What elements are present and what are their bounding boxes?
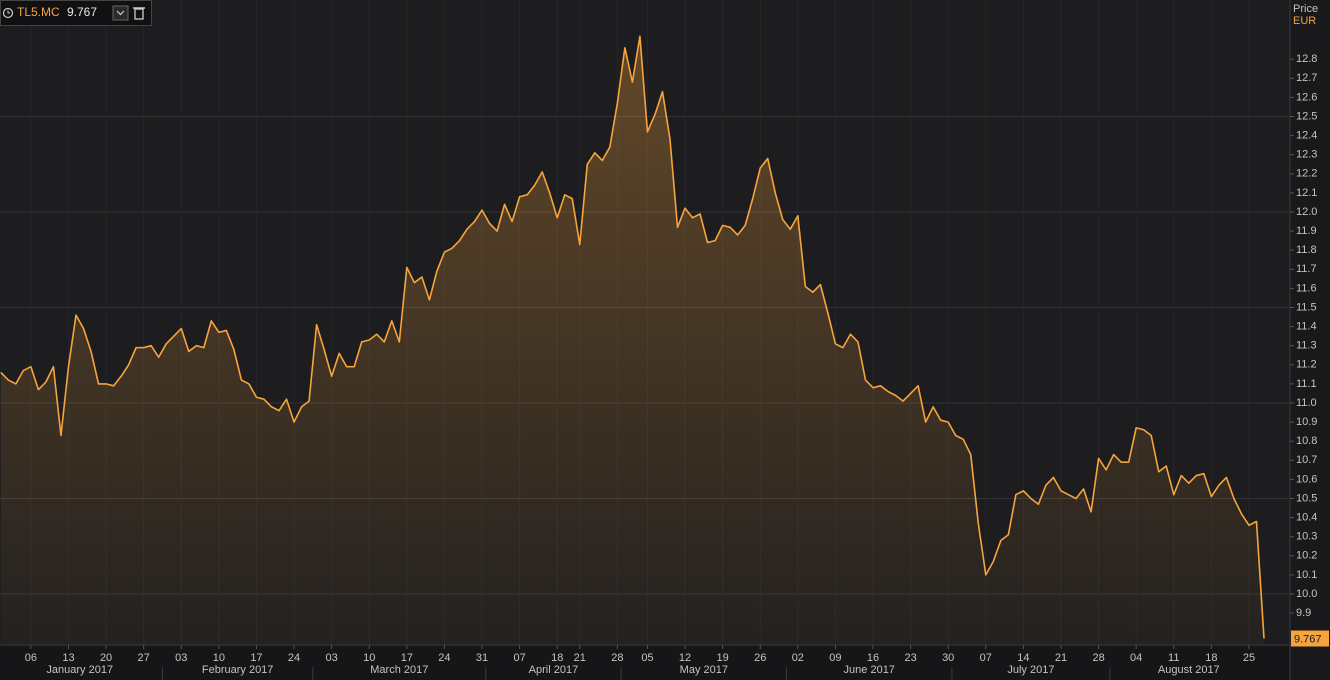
x-tick-label: 10 xyxy=(213,652,225,664)
y-tick-label: 12.4 xyxy=(1296,130,1317,142)
y-tick-label: 11.4 xyxy=(1296,321,1317,333)
y-tick-label: 10.4 xyxy=(1296,512,1317,524)
y-tick-label: 11.6 xyxy=(1296,282,1317,294)
month-label: February 2017 xyxy=(202,664,274,676)
x-tick-label: 18 xyxy=(551,652,563,664)
area xyxy=(0,36,1264,646)
x-tick-label: 13 xyxy=(62,652,74,664)
x-tick-label: 26 xyxy=(754,652,766,664)
x-tick-label: 03 xyxy=(326,652,338,664)
last-value-label: 9.767 xyxy=(1294,633,1322,645)
y-tick-label: 12.7 xyxy=(1296,72,1317,84)
x-tick-label: 07 xyxy=(980,652,992,664)
y-tick-label: 11.7 xyxy=(1296,263,1317,275)
y-tick-label: 11.1 xyxy=(1296,378,1317,390)
y-tick-label: 10.2 xyxy=(1296,550,1317,562)
y-tick-label: 11.0 xyxy=(1296,397,1317,409)
y-tick-label: 12.2 xyxy=(1296,168,1317,180)
last-value: 9.767 xyxy=(67,5,97,19)
y-tick-label: 12.6 xyxy=(1296,91,1317,103)
y-tick-label: 11.2 xyxy=(1296,359,1317,371)
x-tick-label: 09 xyxy=(829,652,841,664)
y-tick-label: 10.1 xyxy=(1296,569,1317,581)
x-tick-label: 17 xyxy=(401,652,413,664)
x-tick-label: 25 xyxy=(1243,652,1255,664)
y-tick-label: 12.3 xyxy=(1296,149,1317,161)
x-tick-label: 21 xyxy=(574,652,586,664)
x-tick-label: 05 xyxy=(641,652,653,664)
x-tick-label: 28 xyxy=(611,652,623,664)
x-tick-label: 20 xyxy=(100,652,112,664)
y-tick-label: 12.8 xyxy=(1296,53,1317,65)
x-tick-label: 12 xyxy=(679,652,691,664)
y-tick-label: 10.7 xyxy=(1296,454,1317,466)
y-tick-label: 10.0 xyxy=(1296,588,1317,600)
month-label: June 2017 xyxy=(844,664,895,676)
y-tick-label: 10.9 xyxy=(1296,416,1317,428)
month-label: May 2017 xyxy=(680,664,728,676)
x-axis-background xyxy=(0,645,1290,680)
x-tick-label: 11 xyxy=(1168,652,1179,664)
legend-box: TL5.MC 9.767 xyxy=(0,0,152,26)
y-tick-label: 10.5 xyxy=(1296,492,1317,504)
currency-label: EUR xyxy=(1293,15,1316,27)
x-tick-label: 30 xyxy=(942,652,954,664)
x-tick-label: 27 xyxy=(138,652,150,664)
dropdown-arrow xyxy=(116,10,125,16)
x-tick-label: 16 xyxy=(867,652,879,664)
y-tick-label: 11.9 xyxy=(1296,225,1317,237)
x-tick-label: 31 xyxy=(476,652,488,664)
y-tick-label: 11.8 xyxy=(1296,244,1317,256)
y-tick-label: 12.1 xyxy=(1296,187,1317,199)
month-label: January 2017 xyxy=(46,664,113,676)
x-tick-label: 21 xyxy=(1055,652,1067,664)
y-tick-label: 10.8 xyxy=(1296,435,1317,447)
y-axis-label: Price xyxy=(1293,3,1318,15)
dropdown-button[interactable] xyxy=(112,5,129,21)
x-tick-label: 17 xyxy=(250,652,262,664)
month-label: April 2017 xyxy=(529,664,579,676)
x-tick-label: 23 xyxy=(904,652,916,664)
trash-icon xyxy=(134,8,144,20)
clock-icon xyxy=(2,7,14,19)
month-label: July 2017 xyxy=(1007,664,1054,676)
y-tick-label: 10.6 xyxy=(1296,473,1317,485)
x-tick-label: 10 xyxy=(363,652,375,664)
x-tick-label: 14 xyxy=(1017,652,1029,664)
y-tick-label: 11.3 xyxy=(1296,340,1317,352)
price-line xyxy=(0,35,1265,639)
y-tick-label: 9.9 xyxy=(1296,607,1311,619)
x-tick-label: 24 xyxy=(438,652,450,664)
delete-button[interactable] xyxy=(133,7,145,20)
x-tick-label: 07 xyxy=(513,652,525,664)
clock-hand xyxy=(7,10,10,14)
x-tick-label: 04 xyxy=(1130,652,1142,664)
y-tick-label: 12.0 xyxy=(1296,206,1317,218)
y-tick-label: 10.3 xyxy=(1296,531,1317,543)
x-tick-label: 19 xyxy=(717,652,729,664)
x-tick-label: 18 xyxy=(1205,652,1217,664)
x-tick-label: 06 xyxy=(25,652,37,664)
x-tick-label: 03 xyxy=(175,652,187,664)
y-tick-label: 11.5 xyxy=(1296,301,1317,313)
last-value-badge xyxy=(1291,630,1329,647)
month-label: August 2017 xyxy=(1158,664,1220,676)
x-tick-label: 28 xyxy=(1092,652,1104,664)
y-tick-label: 12.5 xyxy=(1296,110,1317,122)
axis-background xyxy=(1290,0,1330,680)
x-tick-label: 24 xyxy=(288,652,300,664)
x-tick-label: 02 xyxy=(792,652,804,664)
month-label: March 2017 xyxy=(370,664,428,676)
series-name: TL5.MC xyxy=(17,5,60,19)
